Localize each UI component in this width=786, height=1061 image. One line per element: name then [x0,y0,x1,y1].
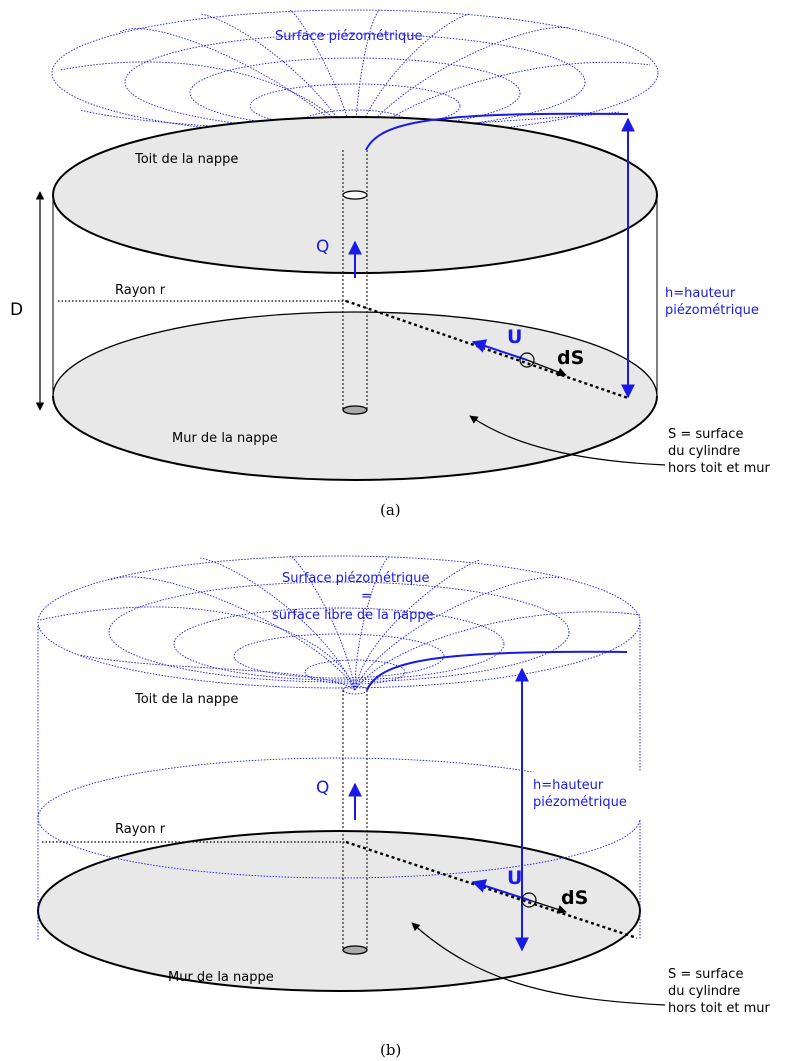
surface-pointer-b [411,922,666,1006]
caption-a: (a) [380,501,401,519]
caption-b: (b) [380,1041,401,1059]
head-label-b-2: piézométrique [533,795,627,810]
head-label-a-2: piézométrique [665,303,759,318]
velocity-arrow-b [471,879,530,901]
aquifer-cylinder-a [52,116,658,481]
surface-note-b-2: du cylindre [668,984,740,999]
floor-label-a: Mur de la nappe [172,431,278,446]
surface-element-b [521,892,537,908]
surface-label-a: Surface piézométrique [275,29,423,44]
drawdown-curve-b [366,650,628,691]
radius-cut-a [345,299,629,400]
radius-label-a: Rayon r [115,283,166,298]
surface-pointer-a [469,415,666,466]
panel-a: D Rayon r Q U dS Surface piézométrique T… [10,9,770,519]
surface-note-b-1: S = surface [668,967,743,982]
aquifer-floor-b [37,830,641,992]
element-label-a: dS [557,347,584,369]
floor-label-b: Mur de la nappe [168,970,274,985]
flow-label-a: Q [316,237,329,257]
head-label-a-1: h=hauteur [665,286,736,301]
radius-label-b: Rayon r [115,822,166,837]
surface-note-b-3: hors toit et mur [668,1001,770,1016]
head-label-b-1: h=hauteur [533,778,604,793]
surface-note-a-1: S = surface [668,427,743,442]
roof-label-a: Toit de la nappe [134,152,238,167]
flow-label-b: Q [316,778,329,798]
surface-label-b-1: Surface piézométrique [282,571,430,586]
surface-label-b-3: surface libre de la nappe [272,608,434,623]
surface-note-a-2: du cylindre [668,444,740,459]
well-b [342,690,368,955]
velocity-label-b: U [507,867,522,889]
surface-element-a [519,352,535,368]
thickness-label-a: D [10,300,23,320]
surface-note-a-3: hors toit et mur [668,461,770,476]
drawdown-curve-a [365,112,629,151]
velocity-label-a: U [507,326,522,348]
element-label-b: dS [561,887,588,909]
panel-b: Rayon r Q U dS Surface piézométrique = s… [37,555,770,1059]
surface-label-b-2: = [361,589,372,604]
well-a [342,150,368,415]
roof-label-b: Toit de la nappe [134,692,238,707]
head-label-bg-b [527,772,647,820]
velocity-arrow-a [471,339,528,361]
